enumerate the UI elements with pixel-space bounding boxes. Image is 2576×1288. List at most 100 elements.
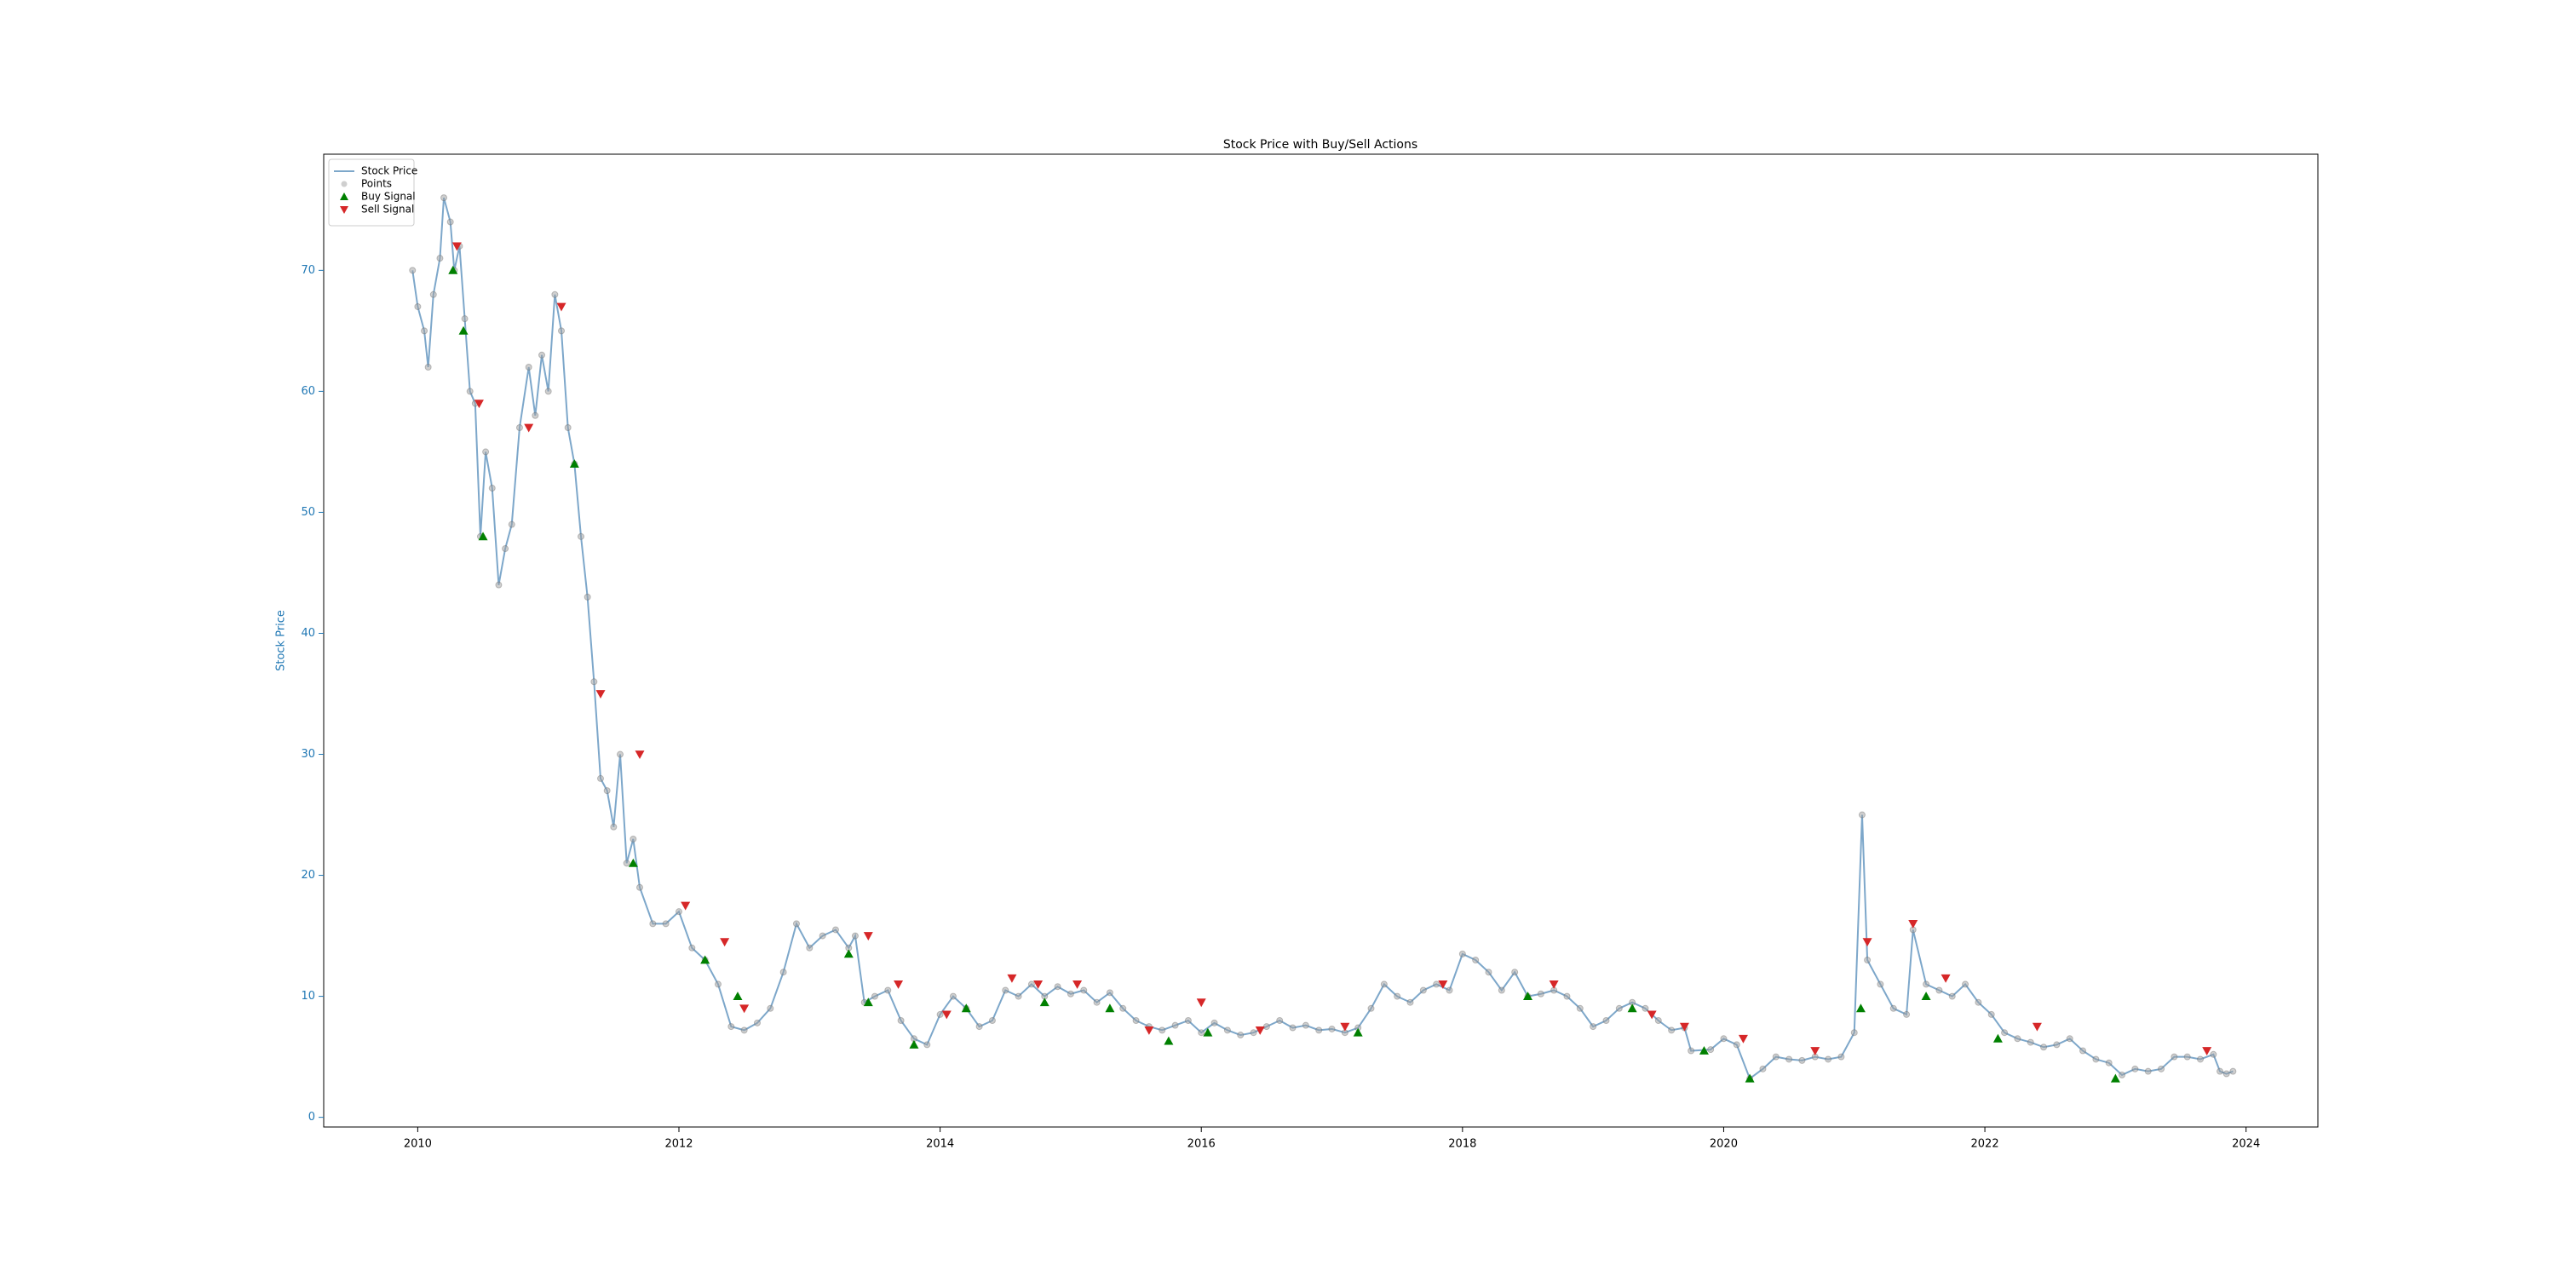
price-point: [831, 926, 839, 934]
price-point: [495, 581, 503, 589]
buy-signal: [1039, 998, 1049, 1007]
buy-signal: [733, 992, 743, 1000]
x-tick-label: 2012: [664, 1138, 693, 1151]
sell-signal: [474, 400, 484, 409]
price-point: [806, 944, 814, 952]
y-tick-label: 30: [301, 748, 315, 761]
price-point: [1419, 986, 1427, 994]
price-point: [461, 315, 469, 323]
buy-signal: [458, 325, 469, 335]
sell-signal: [1908, 919, 1918, 929]
price-point: [1511, 969, 1519, 976]
price-point: [1825, 1055, 1832, 1063]
price-point: [1772, 1053, 1780, 1061]
price-point: [1446, 986, 1453, 994]
price-point: [1923, 980, 1930, 988]
sell-signal: [1072, 980, 1083, 989]
sell-signal: [1549, 980, 1559, 989]
price-point: [1054, 983, 1061, 991]
price-point: [714, 980, 722, 988]
price-point: [1367, 1004, 1375, 1012]
price-point: [1328, 1025, 1336, 1032]
price-point: [949, 992, 957, 1000]
price-point: [1576, 1004, 1584, 1012]
sell-signal: [681, 901, 691, 911]
price-point: [421, 327, 428, 335]
price-point: [603, 787, 611, 795]
price-point: [1171, 1021, 1179, 1029]
price-point: [482, 448, 490, 456]
buy-signal: [1992, 1033, 2003, 1043]
price-point: [740, 1026, 748, 1034]
x-tick-label: 2020: [1710, 1138, 1738, 1151]
price-point: [649, 920, 657, 928]
buy-signal: [628, 858, 638, 867]
price-point: [1276, 1017, 1284, 1025]
sell-signal: [1647, 1010, 1657, 1020]
buy-signal: [2110, 1073, 2120, 1083]
buy-signal: [1745, 1073, 1755, 1083]
price-point: [1688, 1047, 1695, 1055]
price-point: [1210, 1019, 1218, 1026]
price-point: [1250, 1029, 1257, 1037]
price-point: [1485, 969, 1492, 976]
sell-signal: [1033, 980, 1044, 989]
sell-signal: [1679, 1022, 1689, 1032]
price-point: [508, 520, 515, 528]
price-point: [1380, 980, 1388, 988]
sell-signal: [720, 938, 730, 947]
price-point: [1948, 992, 1956, 1000]
price-point: [488, 485, 496, 492]
price-point: [2183, 1053, 2191, 1061]
price-point: [1798, 1056, 1806, 1064]
legend-label: Sell Signal: [361, 204, 414, 216]
price-point: [466, 388, 474, 395]
price-point: [538, 351, 546, 359]
buy-signal: [448, 265, 458, 274]
price-point: [414, 302, 422, 310]
price-point: [2105, 1059, 2113, 1067]
buy-signal: [1203, 1027, 1213, 1037]
price-point: [558, 327, 566, 335]
price-point: [1642, 1004, 1649, 1012]
sell-signal: [941, 1010, 952, 1020]
price-point: [515, 424, 523, 432]
price-point: [1602, 1017, 1610, 1025]
y-tick-label: 20: [301, 869, 315, 882]
price-point: [1668, 1026, 1676, 1034]
sell-signal: [451, 242, 462, 251]
price-point: [1785, 1055, 1793, 1063]
price-point: [1987, 1010, 1995, 1018]
price-point: [2131, 1065, 2139, 1072]
sell-signal: [1941, 974, 1951, 983]
price-point: [1537, 990, 1544, 998]
price-point: [988, 1017, 996, 1025]
price-point: [636, 883, 644, 891]
price-point: [897, 1017, 905, 1025]
buy-signal: [1353, 1027, 1363, 1037]
price-point: [2027, 1038, 2034, 1046]
price-point: [1315, 1026, 1323, 1034]
price-point: [2229, 1067, 2237, 1075]
price-point: [1093, 998, 1101, 1006]
y-tick-label: 60: [301, 385, 315, 398]
buy-signal: [1855, 1003, 1866, 1013]
price-point: [1654, 1017, 1662, 1025]
price-point: [1184, 1017, 1192, 1025]
price-point: [2001, 1029, 2009, 1037]
y-tick-label: 0: [308, 1111, 315, 1124]
price-point: [2210, 1050, 2217, 1058]
price-point: [597, 774, 605, 782]
price-point: [1975, 998, 1982, 1006]
price-point: [2144, 1067, 2152, 1075]
price-point: [1590, 1023, 1597, 1031]
x-tick-label: 2016: [1187, 1138, 1216, 1151]
price-point: [2119, 1071, 2126, 1078]
sell-signal: [635, 750, 645, 760]
price-point: [1119, 1004, 1127, 1012]
x-tick-label: 2010: [404, 1138, 432, 1151]
price-point: [1159, 1026, 1166, 1034]
price-point: [2171, 1053, 2178, 1061]
price-point: [2079, 1047, 2087, 1055]
